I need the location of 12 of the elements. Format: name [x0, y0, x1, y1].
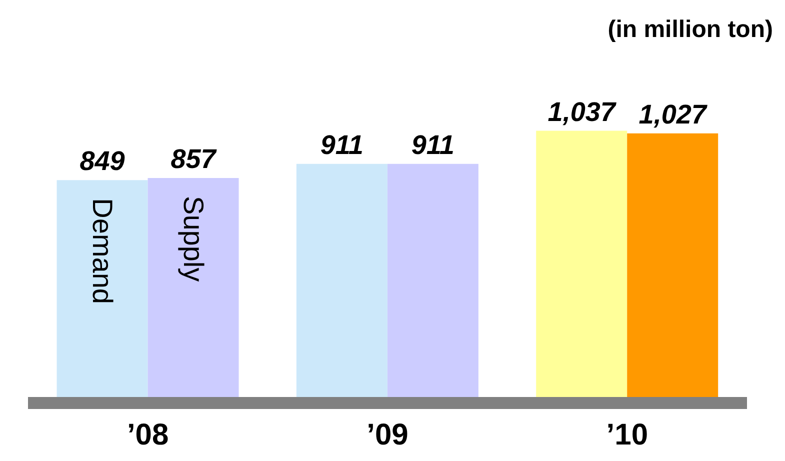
data-label: 1,027	[638, 99, 708, 130]
data-label: 1,037	[548, 96, 618, 127]
series-label: Supply	[178, 196, 209, 282]
x-tick-label: ’09	[366, 418, 408, 452]
x-tick-label: ’10	[606, 418, 648, 452]
data-label: 857	[170, 144, 218, 174]
data-label: 849	[80, 146, 125, 176]
data-label: 911	[320, 130, 364, 160]
series-label: Demand	[86, 198, 118, 304]
data-label: 911	[411, 130, 454, 160]
text: (in million ton)	[608, 16, 773, 44]
x-tick-label: ’08	[126, 418, 169, 452]
